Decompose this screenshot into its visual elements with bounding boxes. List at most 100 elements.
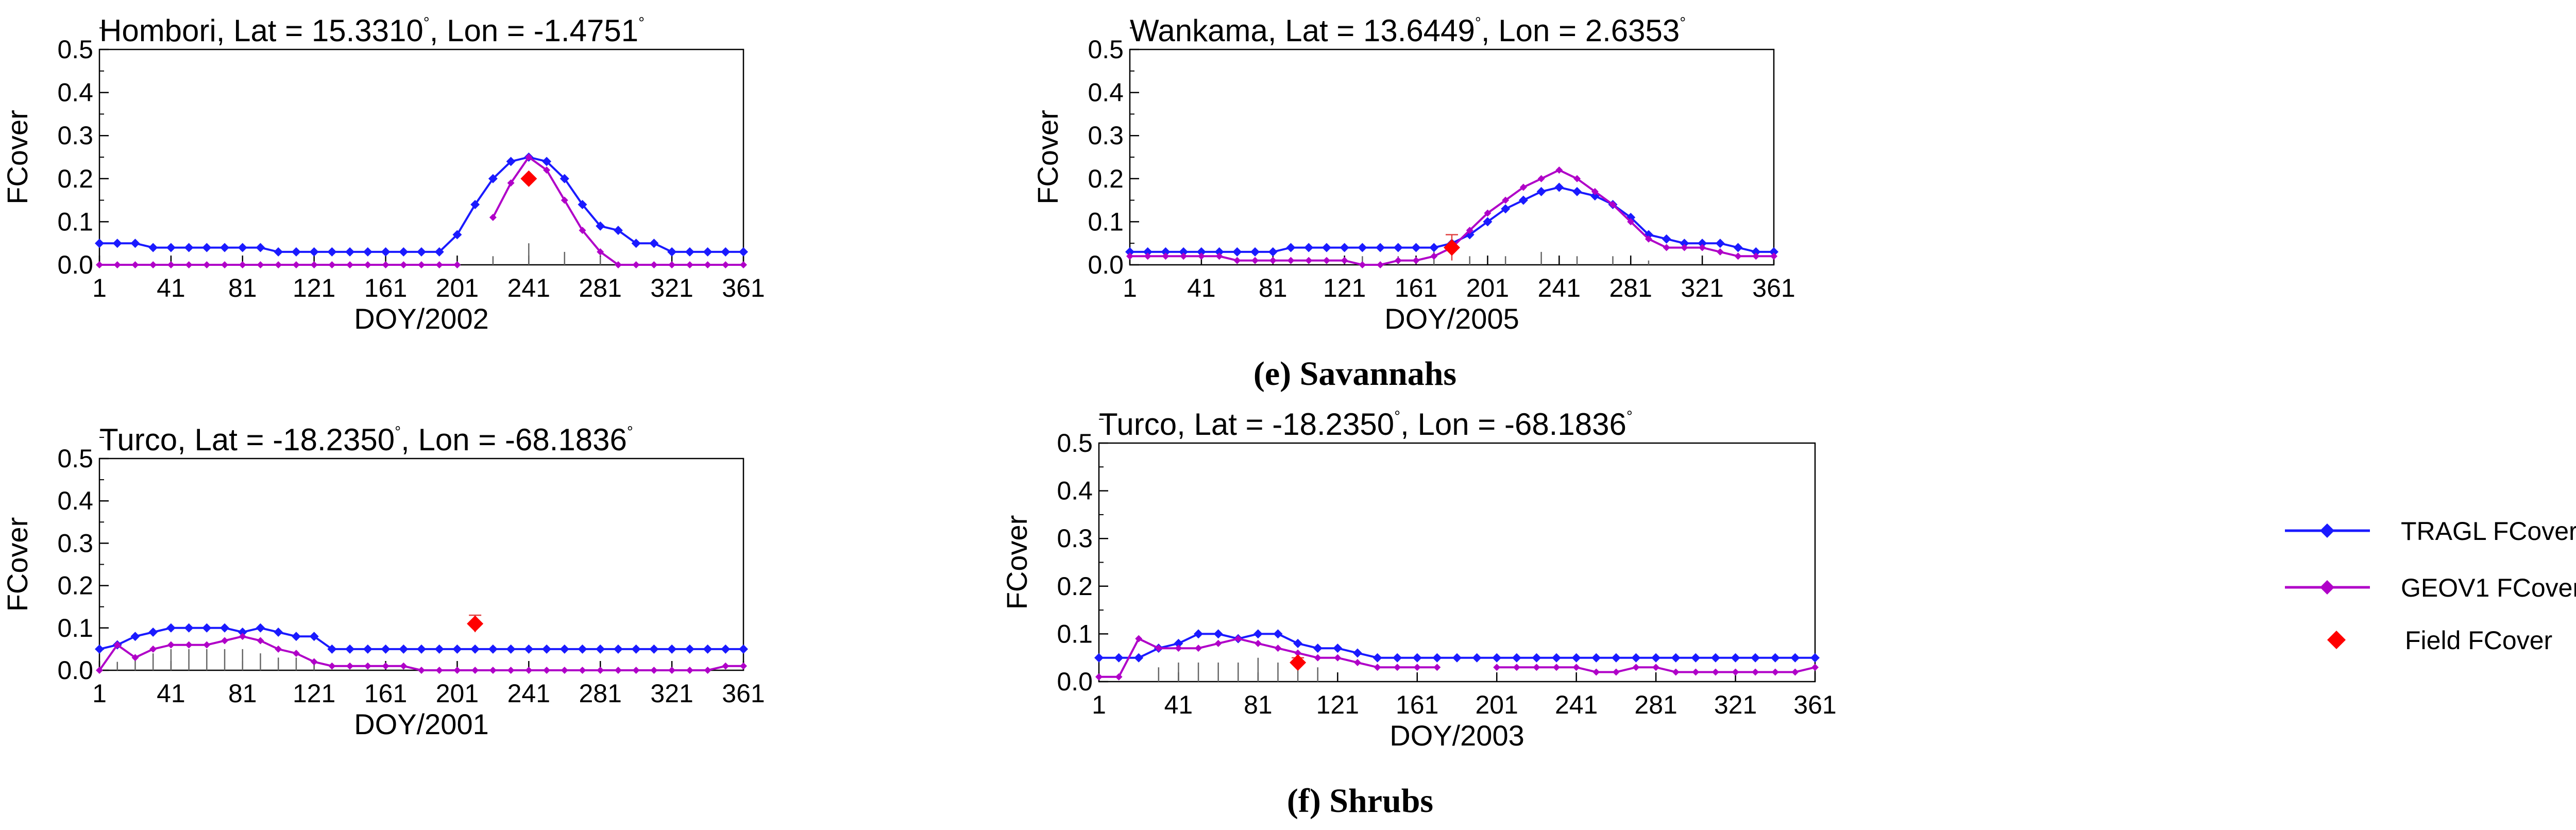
data-point (452, 644, 462, 654)
charts-layer: 0.0 0.1 0.2 0.3 0.4 0.5 1 41 81 121 161 201 241 281 32… (1, 13, 1837, 752)
data-point (256, 623, 265, 633)
x-tick-label: 81 (1259, 274, 1287, 302)
data-point (130, 239, 140, 248)
x-tick-label: 281 (579, 679, 622, 708)
data-point (739, 247, 748, 257)
x-tick-label: 1 (92, 679, 107, 708)
data-point (721, 247, 731, 257)
data-point (1751, 653, 1760, 663)
x-tick-label: 41 (1187, 274, 1216, 302)
data-point (1340, 243, 1349, 252)
data-point (239, 261, 246, 268)
data-point (1287, 257, 1295, 264)
data-point (668, 667, 676, 674)
data-point (220, 623, 230, 633)
data-point (203, 641, 211, 649)
data-point (704, 667, 711, 674)
data-point (1174, 638, 1183, 648)
data-point (1732, 668, 1739, 676)
data-point (1651, 653, 1661, 663)
data-point (1305, 257, 1313, 264)
y-axis-label: FCover (1001, 515, 1033, 610)
data-point (1194, 629, 1204, 639)
data-point (274, 247, 283, 257)
data-point (1513, 664, 1520, 671)
data-point (1493, 664, 1501, 671)
data-point (1286, 243, 1296, 252)
data-point (202, 623, 212, 633)
data-point (1532, 653, 1541, 663)
data-point (1631, 653, 1641, 663)
data-point (95, 644, 104, 654)
data-point (649, 239, 659, 248)
data-point (524, 644, 534, 654)
data-point (1645, 235, 1652, 243)
degree-mark: ° (395, 424, 401, 441)
y-tick-label: 0.0 (1057, 667, 1093, 696)
data-point (1115, 673, 1123, 681)
chart-panel-2: 0.0 0.1 0.2 0.3 0.4 0.5 1 41 81 121 161 201 241 281 32… (1031, 13, 1795, 335)
degree-mark: ° (638, 14, 645, 31)
x-tick-label: 361 (722, 274, 765, 302)
y-tick-label: 0.5 (1088, 35, 1124, 64)
panel-title-lat: Wankama, Lat = 13.6449 (1130, 13, 1475, 48)
data-point (578, 644, 587, 654)
y-tick-label: 0.4 (1057, 477, 1093, 505)
data-point (435, 667, 443, 674)
data-point (1711, 668, 1719, 676)
data-point (1492, 653, 1502, 663)
series-geov1 (96, 633, 747, 674)
x-tick-label: 281 (579, 274, 622, 302)
data-point (1432, 653, 1442, 663)
data-point (1233, 257, 1241, 264)
data-point (434, 644, 444, 654)
data-point (1125, 247, 1134, 257)
data-point (185, 261, 193, 268)
data-point (596, 644, 605, 654)
data-point (291, 632, 301, 641)
data-point (667, 247, 677, 257)
data-point (1144, 252, 1151, 260)
series-geov1 (96, 154, 747, 268)
data-point (542, 644, 552, 654)
data-point (112, 239, 122, 248)
data-point (1175, 645, 1182, 652)
data-point (1251, 257, 1259, 264)
data-point (1662, 234, 1671, 244)
data-point (1394, 257, 1402, 264)
y-tick-label: 0.0 (57, 656, 93, 685)
data-point (417, 644, 426, 654)
x-tick-label: 1 (1123, 274, 1137, 302)
data-point (1572, 187, 1582, 196)
data-point (525, 154, 533, 161)
data-point (1715, 239, 1725, 248)
data-point (184, 623, 194, 633)
data-point (275, 645, 282, 653)
data-point (1253, 629, 1263, 639)
data-point (1372, 653, 1382, 663)
data-point (275, 261, 282, 268)
data-point (560, 644, 569, 654)
data-point (363, 644, 372, 654)
y-tick-label: 0.2 (1057, 572, 1093, 601)
data-point (1314, 654, 1321, 662)
y-tick-label: 0.3 (1088, 121, 1124, 150)
data-point (1143, 247, 1153, 257)
data-point (614, 261, 622, 268)
data-point (722, 261, 730, 268)
data-point (292, 261, 300, 268)
y-tick-label: 0.5 (1057, 429, 1093, 458)
data-point (1692, 668, 1700, 676)
data-point (614, 667, 622, 674)
data-point (1571, 653, 1581, 663)
data-point (1126, 252, 1133, 260)
data-point (1413, 664, 1421, 671)
data-point (740, 662, 747, 670)
y-axis-label: FCover (1, 517, 33, 612)
data-point (1811, 664, 1819, 671)
x-tick-label: 281 (1634, 690, 1677, 719)
data-point (685, 247, 694, 257)
data-point (489, 214, 497, 222)
x-tick-label: 41 (157, 679, 185, 708)
data-point (649, 644, 659, 654)
